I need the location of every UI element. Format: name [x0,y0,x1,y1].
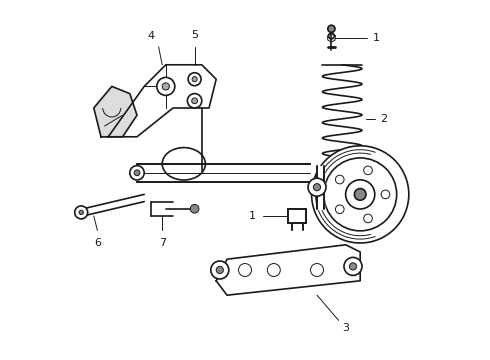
Circle shape [187,94,202,108]
Circle shape [74,206,88,219]
Polygon shape [94,86,137,137]
Text: 6: 6 [94,238,101,248]
Circle shape [130,166,144,180]
Polygon shape [108,65,216,137]
Circle shape [211,261,229,279]
Circle shape [354,189,366,200]
Circle shape [192,98,197,104]
Circle shape [344,257,362,275]
Circle shape [192,77,197,82]
Circle shape [381,190,390,199]
Circle shape [345,180,375,209]
Circle shape [79,210,83,215]
Circle shape [162,83,170,90]
Text: 2: 2 [380,114,387,124]
Circle shape [308,178,326,196]
Circle shape [328,25,335,32]
Text: 1: 1 [249,211,256,221]
Circle shape [312,146,409,243]
Circle shape [336,175,344,184]
Circle shape [364,214,372,223]
Circle shape [364,166,372,175]
Circle shape [190,204,199,213]
Circle shape [134,170,140,176]
Text: 3: 3 [342,323,349,333]
Circle shape [324,158,396,231]
Polygon shape [288,209,306,223]
Circle shape [157,77,175,95]
Circle shape [314,184,320,191]
Circle shape [349,263,357,270]
Text: 1: 1 [373,33,380,43]
Polygon shape [216,245,360,295]
Text: 4: 4 [148,31,155,41]
Text: 5: 5 [191,30,198,40]
Circle shape [336,205,344,213]
Circle shape [188,73,201,86]
Circle shape [216,266,223,274]
Text: 7: 7 [159,238,166,248]
